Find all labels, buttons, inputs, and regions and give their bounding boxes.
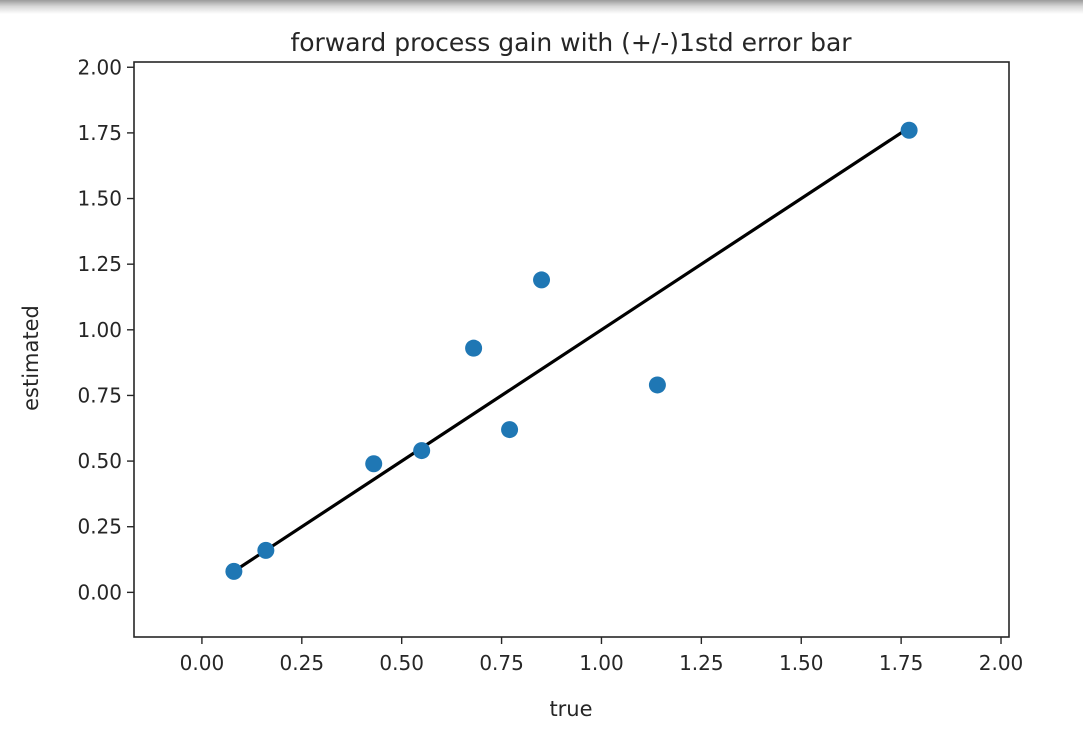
y-tick-label: 1.25 <box>77 252 122 276</box>
data-point <box>225 562 243 580</box>
x-tick-label: 1.75 <box>879 651 924 675</box>
x-tick-label: 0.00 <box>180 651 225 675</box>
y-axis-ticks: 0.00 0.25 0.50 0.75 1.00 1.25 1.50 1.75 2.00 <box>77 55 134 604</box>
data-point <box>365 455 383 473</box>
reference-line-layer <box>233 126 910 573</box>
y-tick-label: 0.00 <box>77 580 122 604</box>
data-point <box>501 421 519 439</box>
y-axis-title: estimated <box>19 305 43 411</box>
x-tick-label: 1.50 <box>779 651 824 675</box>
data-points <box>225 121 918 580</box>
x-tick-label: 0.75 <box>479 651 524 675</box>
data-point <box>413 442 431 460</box>
y-tick-label: 1.75 <box>77 121 122 145</box>
data-point <box>648 376 666 394</box>
data-point <box>900 121 918 139</box>
x-axis-ticks: 0.00 0.25 0.50 0.75 1.00 1.25 1.50 1.75 2.00 <box>180 637 1024 675</box>
window-top-shadow <box>0 0 1083 14</box>
x-tick-label: 1.25 <box>679 651 724 675</box>
y-tick-label: 1.00 <box>77 318 122 342</box>
x-axis-title: true <box>549 697 592 721</box>
y-tick-label: 2.00 <box>77 55 122 79</box>
data-point <box>465 339 483 357</box>
data-point <box>257 541 275 559</box>
y-tick-label: 0.25 <box>77 515 122 539</box>
y-tick-label: 0.50 <box>77 449 122 473</box>
y-tick-label: 0.75 <box>77 383 122 407</box>
x-tick-label: 0.50 <box>379 651 424 675</box>
reference-line <box>233 126 910 573</box>
x-tick-label: 1.00 <box>579 651 624 675</box>
x-tick-label: 0.25 <box>280 651 325 675</box>
chart-title: forward process gain with (+/-)1std erro… <box>290 28 852 57</box>
plot-area-frame <box>133 61 1010 638</box>
y-tick-label: 1.50 <box>77 187 122 211</box>
data-point <box>533 271 551 289</box>
x-tick-label: 2.00 <box>979 651 1024 675</box>
